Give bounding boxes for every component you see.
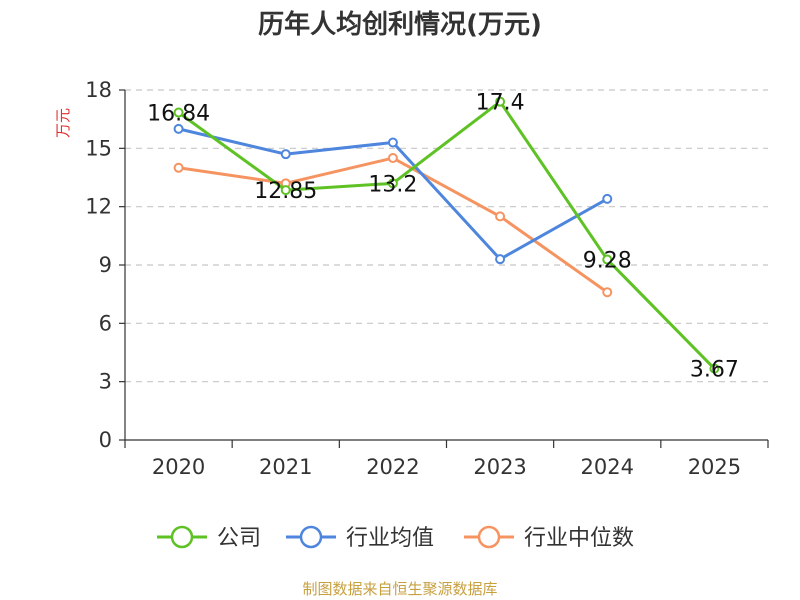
- x-tick-label: 2025: [688, 455, 741, 479]
- x-tick-label: 2021: [259, 455, 312, 479]
- data-label: 12.85: [254, 179, 317, 204]
- y-axis-label: 万元: [54, 108, 72, 138]
- data-labels: 16.84 12.85 13.2 17.4 9.28 3.67: [147, 91, 739, 383]
- data-point-行业中位数: [387, 153, 398, 164]
- y-tick-label: 12: [85, 195, 112, 219]
- series-lines: [173, 96, 720, 374]
- data-point-行业中位数: [173, 162, 184, 173]
- data-point-公司: [495, 96, 506, 107]
- axes: 0 3 6 9 12 15 18 2020 2021 2022 2023 2024 2025: [85, 78, 769, 479]
- legend-label-行业中位数: 行业中位数: [524, 526, 634, 551]
- y-tick-label: 0: [99, 428, 112, 452]
- y-tick-label: 6: [99, 311, 112, 335]
- grid-lines: [125, 89, 768, 383]
- data-point-公司: [280, 185, 291, 196]
- series-line-公司: [177, 100, 716, 370]
- legend-marker-行业均值: [299, 525, 323, 549]
- x-tick-label: 2023: [473, 455, 526, 479]
- data-point-公司: [602, 254, 613, 265]
- data-point-行业中位数: [602, 287, 613, 298]
- y-tick-label: 18: [85, 78, 112, 102]
- legend-marker-公司: [170, 525, 194, 549]
- data-label: 3.67: [690, 358, 739, 383]
- chart-title: 历年人均创利情况(万元): [258, 9, 542, 40]
- data-label: 13.2: [368, 172, 417, 197]
- data-point-行业中位数: [495, 211, 506, 222]
- x-tick-label: 2024: [581, 455, 634, 479]
- data-point-行业均值: [387, 137, 398, 148]
- data-label: 16.84: [147, 102, 210, 127]
- source-note: 制图数据来自恒生聚源数据库: [302, 580, 497, 598]
- data-point-行业均值: [495, 254, 506, 265]
- data-point-行业均值: [173, 123, 184, 134]
- x-tick-label: 2022: [366, 455, 419, 479]
- legend-marker-行业中位数: [477, 525, 501, 549]
- y-tick-label: 9: [99, 253, 112, 277]
- legend-label-公司: 公司: [217, 526, 261, 551]
- y-tick-label: 15: [85, 136, 112, 160]
- x-tick-label: 2020: [152, 455, 205, 479]
- legend-label-行业均值: 行业均值: [346, 526, 434, 551]
- data-point-公司: [173, 107, 184, 118]
- data-point-行业均值: [280, 149, 291, 160]
- data-point-公司: [387, 178, 398, 189]
- legend: 公司 行业均值 行业中位数: [157, 525, 634, 551]
- data-label: 17.4: [476, 91, 525, 116]
- y-tick-label: 3: [99, 370, 112, 394]
- data-label: 9.28: [583, 249, 632, 274]
- data-point-公司: [709, 363, 720, 374]
- data-point-行业均值: [602, 193, 613, 204]
